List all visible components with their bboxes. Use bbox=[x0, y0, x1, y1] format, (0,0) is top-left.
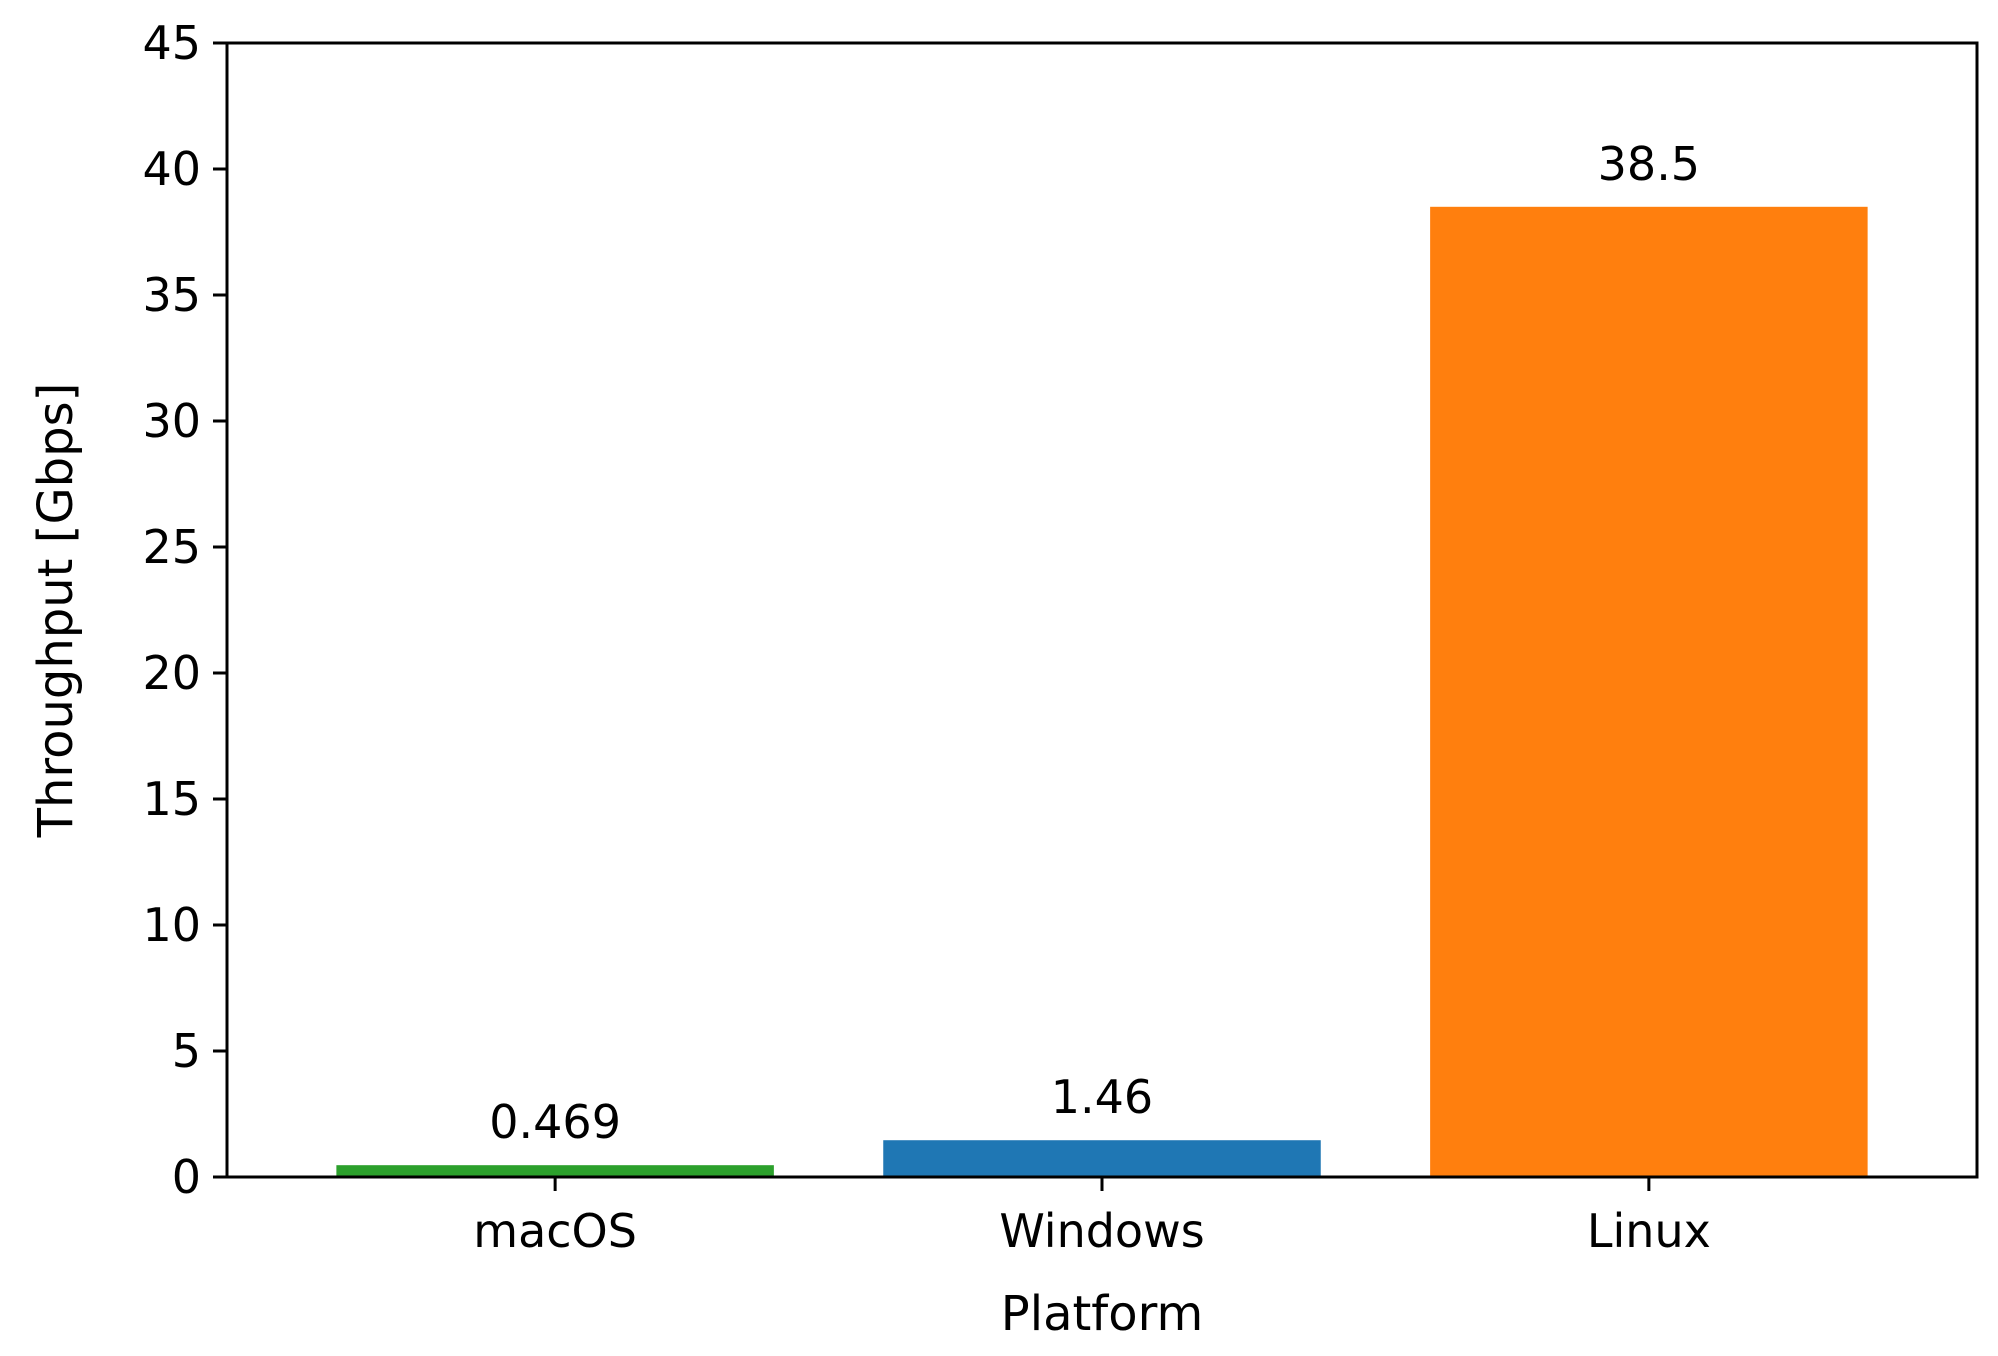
y-axis-title: Throughput [Gbps] bbox=[28, 383, 84, 839]
y-axis: 0 5 10 15 20 25 30 35 40 45 bbox=[142, 16, 227, 1204]
x-tick-label-windows: Windows bbox=[999, 1204, 1204, 1258]
data-label-macos: 0.469 bbox=[489, 1095, 621, 1149]
y-tick-label: 40 bbox=[142, 142, 201, 196]
data-labels: 0.469 1.46 38.5 bbox=[489, 137, 1700, 1149]
y-tick-label: 30 bbox=[142, 394, 201, 448]
y-tick-label: 45 bbox=[142, 16, 201, 70]
y-tick-label: 5 bbox=[172, 1024, 201, 1078]
x-tick-label-macos: macOS bbox=[473, 1204, 637, 1258]
y-tick-label: 15 bbox=[142, 772, 201, 826]
data-label-windows: 1.46 bbox=[1051, 1070, 1153, 1124]
y-tick-label: 20 bbox=[142, 646, 201, 700]
y-tick-label: 35 bbox=[142, 268, 201, 322]
plot-frame bbox=[225, 41, 1979, 1179]
y-tick-label: 25 bbox=[142, 520, 201, 574]
x-axis-title: Platform bbox=[1001, 1286, 1203, 1342]
bar-macos bbox=[336, 1165, 774, 1177]
bars-layer bbox=[336, 206, 1868, 1178]
bar-windows bbox=[883, 1140, 1321, 1177]
bar-linux bbox=[1430, 206, 1868, 1178]
x-tick-label-linux: Linux bbox=[1587, 1204, 1711, 1258]
y-tick-label: 0 bbox=[172, 1150, 201, 1204]
y-tick-label: 10 bbox=[142, 898, 201, 952]
x-axis: macOS Windows Linux bbox=[473, 1177, 1711, 1258]
data-label-linux: 38.5 bbox=[1598, 137, 1700, 191]
